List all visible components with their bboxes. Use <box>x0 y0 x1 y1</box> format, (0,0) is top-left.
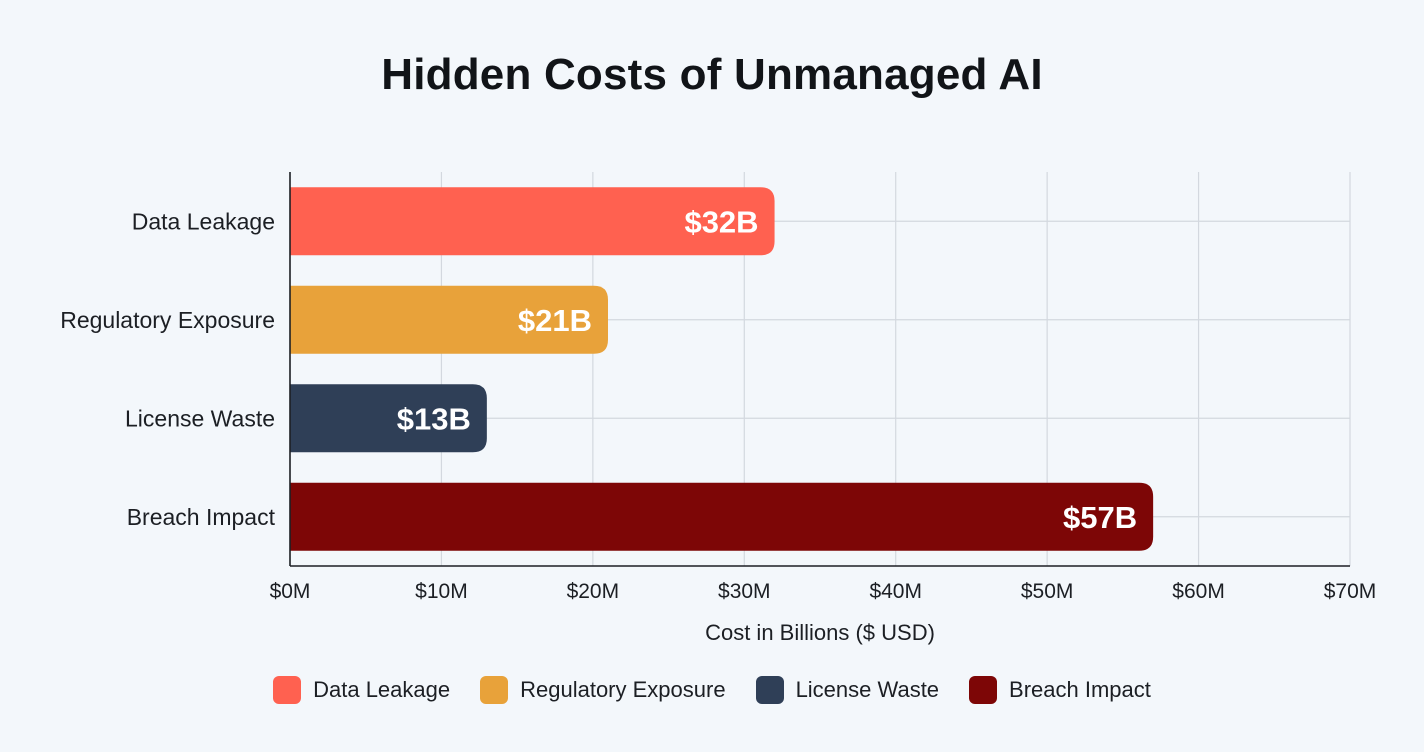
category-label: License Waste <box>125 405 275 431</box>
axes: $0M $10M $20M $30M $40M $50M $60M $70M Data Leak… <box>60 172 1376 603</box>
legend-swatch <box>480 676 509 704</box>
x-tick-label: $0M <box>270 580 311 603</box>
legend-item: Data Leakage <box>273 676 450 704</box>
legend-item: License Waste <box>755 676 940 704</box>
category-label: Data Leakage <box>132 208 275 234</box>
bar <box>290 285 608 354</box>
bar <box>290 384 487 453</box>
legend-label: Breach Impact <box>1009 677 1151 702</box>
bar-value-label: $57B <box>1063 500 1137 535</box>
x-tick-label: $30M <box>718 580 771 603</box>
legend-item: Regulatory Exposure <box>480 676 726 704</box>
bars: $32B $21B $13B $57B <box>290 187 1154 551</box>
x-tick-label: $20M <box>567 580 620 603</box>
legend-label: License Waste <box>795 677 940 702</box>
bar <box>290 482 1154 551</box>
x-axis-title: Cost in Billions ($ USD) <box>705 620 935 645</box>
legend-swatch <box>755 676 784 704</box>
bar-value-label: $21B <box>518 303 592 338</box>
legend-label: Data Leakage <box>313 677 451 702</box>
legend-swatch <box>273 676 302 704</box>
legend-label: Regulatory Exposure <box>520 677 726 702</box>
bar-value-label: $32B <box>684 204 758 239</box>
chart-title: Hidden Costs of Unmanaged AI <box>381 50 1043 99</box>
x-tick-label: $60M <box>1172 580 1225 603</box>
legend-swatch <box>969 676 998 704</box>
category-label: Regulatory Exposure <box>60 307 275 333</box>
bar <box>290 187 775 256</box>
x-tick-label: $10M <box>415 580 468 603</box>
x-tick-label: $70M <box>1324 580 1377 603</box>
legend-item: Breach Impact <box>969 676 1151 704</box>
x-tick-label: $40M <box>869 580 922 603</box>
x-tick-label: $50M <box>1021 580 1074 603</box>
legend: Data Leakage Regulatory Exposure License W… <box>0 676 1424 704</box>
bar-value-label: $13B <box>397 401 471 436</box>
category-label: Breach Impact <box>127 504 276 530</box>
